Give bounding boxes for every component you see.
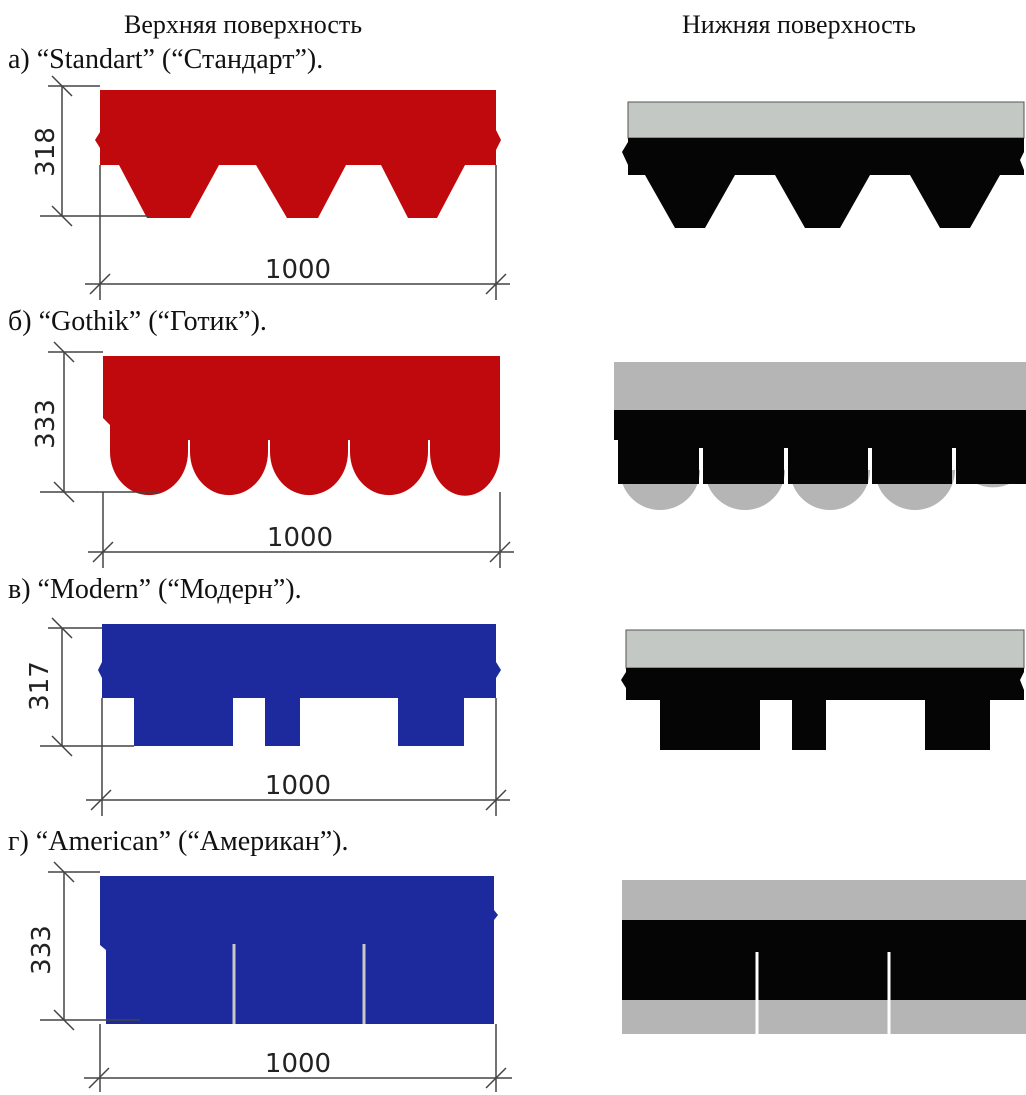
header-bottom-surface: Нижняя поверхность (682, 10, 916, 39)
modern-bottom-granule (625, 629, 1025, 669)
gothik-height-label: 333 (31, 399, 61, 449)
header-top-surface: Верхняя поверхность (124, 10, 363, 39)
standart-group: 318 1000 (31, 75, 1025, 300)
gothik-bottom-gray-top (614, 362, 1026, 412)
standart-bottom-granule (627, 101, 1025, 139)
american-top-slots (232, 944, 366, 1024)
standart-dimension-lines (40, 75, 510, 300)
american-top-shape (100, 876, 498, 1024)
standart-height-label: 318 (31, 127, 61, 177)
caption-gothik: б) “Gothik” (“Готик”). (8, 306, 267, 337)
american-height-label: 333 (27, 925, 57, 975)
american-bottom-gray-bottom (622, 1000, 1026, 1034)
gothik-dimension-lines (40, 341, 514, 568)
american-width-label: 1000 (265, 1049, 331, 1079)
american-bottom-gray-top (622, 880, 1026, 922)
modern-group: 317 1000 (25, 617, 1025, 816)
modern-dimension-lines (40, 617, 510, 816)
standart-top-shape (95, 90, 501, 218)
standart-bottom-shape (622, 138, 1024, 228)
caption-american: г) “American” (“Американ”). (8, 826, 349, 857)
modern-bottom-shape (621, 668, 1024, 750)
american-dimension-lines (40, 861, 512, 1092)
american-bottom-black (622, 920, 1026, 1000)
caption-standart: а) “Standart” (“Стандарт”). (8, 44, 324, 75)
gothik-width-label: 1000 (267, 523, 333, 553)
standart-width-label: 1000 (265, 255, 331, 285)
american-bottom-slots (755, 952, 891, 1034)
modern-width-label: 1000 (265, 771, 331, 801)
gothik-top-shape (103, 356, 500, 496)
gothik-bottom-shape (614, 410, 1026, 484)
modern-top-shape (98, 624, 501, 746)
modern-height-label: 317 (25, 661, 55, 711)
gothik-group: 333 1000 (31, 341, 1026, 568)
caption-modern: в) “Modern” (“Модерн”). (8, 574, 302, 605)
american-group: 333 1000 (27, 861, 1026, 1092)
